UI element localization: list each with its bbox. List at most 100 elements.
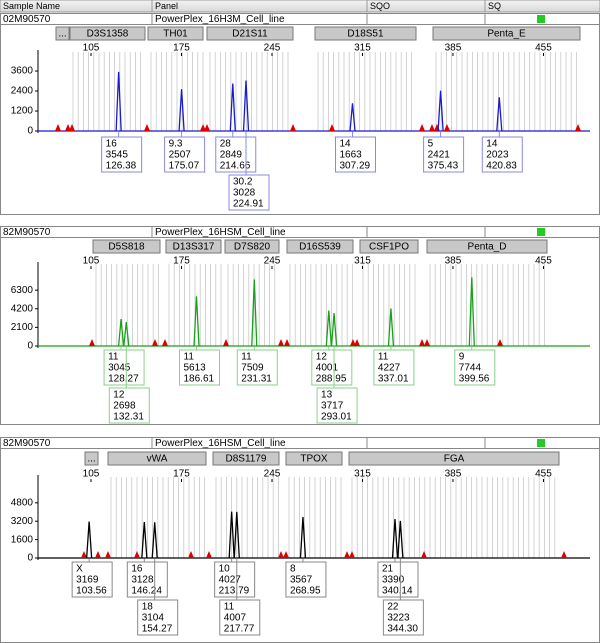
y-tick-label: 1600 xyxy=(11,534,34,545)
peak-size: 154.27 xyxy=(142,624,173,635)
peak-label-box xyxy=(228,174,270,211)
peak-allele: 14 xyxy=(340,139,352,150)
marker-button[interactable] xyxy=(55,26,70,41)
peak-height: 3169 xyxy=(76,575,99,586)
peak-allele: 30.2 xyxy=(233,177,253,188)
peak xyxy=(496,97,503,132)
peak-allele: 22 xyxy=(387,602,399,613)
marker-button[interactable] xyxy=(69,26,146,41)
column-header[interactable]: SQ xyxy=(488,1,501,11)
x-tick-label: 245 xyxy=(264,43,281,54)
peak-allele: 11 xyxy=(108,352,119,363)
column-header[interactable]: Sample Name xyxy=(3,1,60,11)
x-tick-label: 385 xyxy=(445,256,462,267)
off-scale-marker xyxy=(55,124,61,131)
x-tick-label: 175 xyxy=(173,43,190,54)
off-scale-marker xyxy=(561,551,567,558)
marker-button[interactable] xyxy=(285,451,343,466)
off-scale-marker xyxy=(200,124,206,131)
peak-label-box xyxy=(103,349,145,386)
marker-button[interactable] xyxy=(206,26,294,41)
y-tick-label: 4800 xyxy=(11,497,34,508)
peak-height: 2421 xyxy=(428,150,451,161)
x-tick-label: 105 xyxy=(83,256,100,267)
off-scale-marker xyxy=(278,339,284,346)
peak-allele: 13 xyxy=(321,390,333,401)
peak-allele: 11 xyxy=(241,352,252,363)
marker-button[interactable] xyxy=(212,451,280,466)
peak xyxy=(85,521,93,559)
marker-button[interactable] xyxy=(107,451,207,466)
marker-button[interactable] xyxy=(359,239,419,254)
marker-button[interactable] xyxy=(165,239,222,254)
off-scale-marker xyxy=(284,339,290,346)
peak xyxy=(228,511,235,559)
column-header[interactable]: SQO xyxy=(370,1,390,11)
marker-button[interactable] xyxy=(348,451,560,466)
peak-label-box xyxy=(316,387,358,424)
marker-button[interactable] xyxy=(147,26,204,41)
panel-name: PowerPlex_16HSM_Cell_line xyxy=(155,227,286,238)
peak-size: 307.29 xyxy=(340,161,371,172)
marker-label: D5S818 xyxy=(108,242,145,253)
peak-size: 288.95 xyxy=(316,374,347,385)
off-scale-marker xyxy=(69,124,75,131)
peak-label-box xyxy=(164,136,206,173)
marker-label: TPOX xyxy=(300,454,328,465)
peak-label-box xyxy=(423,136,465,173)
y-tick-label: 3600 xyxy=(11,66,34,77)
marker-button[interactable] xyxy=(92,239,161,254)
off-scale-marker xyxy=(354,339,360,346)
peak-allele: 11 xyxy=(184,352,195,363)
peak xyxy=(387,308,395,347)
off-scale-marker xyxy=(105,551,111,558)
marker-button[interactable] xyxy=(432,26,581,41)
peak-allele: 10 xyxy=(219,564,231,575)
marker-button[interactable] xyxy=(286,239,354,254)
marker-label: D13S317 xyxy=(173,242,215,253)
peak xyxy=(397,520,404,559)
peak-allele: 21 xyxy=(382,564,394,575)
column-header[interactable]: Panel xyxy=(155,1,178,11)
marker-label: D3S1358 xyxy=(87,29,129,40)
off-scale-marker xyxy=(223,339,229,346)
marker-button[interactable] xyxy=(224,239,280,254)
peak-height: 3104 xyxy=(142,613,165,624)
marker-button[interactable] xyxy=(84,451,99,466)
off-scale-marker xyxy=(81,551,87,558)
peak-size: 420.83 xyxy=(486,161,517,172)
marker-button[interactable] xyxy=(314,26,417,41)
peak xyxy=(229,83,236,132)
off-scale-marker xyxy=(424,339,430,346)
off-scale-marker xyxy=(419,124,425,131)
marker-label: D16S539 xyxy=(299,242,341,253)
table-header: Sample Name Panel SQO SQ xyxy=(0,0,600,13)
peak-size: 128.27 xyxy=(108,374,139,385)
peak-label-box xyxy=(382,599,424,636)
peak xyxy=(437,90,444,132)
peak-height: 4027 xyxy=(219,575,242,586)
peak xyxy=(330,313,338,347)
peak-label-box xyxy=(236,349,278,386)
info-row xyxy=(0,437,600,449)
peak xyxy=(141,522,148,559)
off-scale-marker xyxy=(65,124,71,131)
peak xyxy=(193,296,200,347)
peak-size: 214.66 xyxy=(220,161,251,172)
peak-size: 213.79 xyxy=(219,586,250,597)
peak-height: 3223 xyxy=(387,613,410,624)
peak-allele: 12 xyxy=(113,390,125,401)
peak xyxy=(391,518,399,559)
peak-size: 224.91 xyxy=(233,199,264,210)
peak-size: 268.95 xyxy=(290,586,321,597)
off-scale-marker xyxy=(421,551,427,558)
peak-size: 186.61 xyxy=(184,374,215,385)
peak xyxy=(349,103,356,132)
peak xyxy=(468,277,475,347)
peak-label-box xyxy=(285,561,327,598)
marker-button[interactable] xyxy=(426,239,548,254)
peak-size: 146.24 xyxy=(131,586,162,597)
peak-height: 3545 xyxy=(106,150,129,161)
off-scale-marker xyxy=(419,339,425,346)
peak-allele: 9 xyxy=(459,352,465,363)
